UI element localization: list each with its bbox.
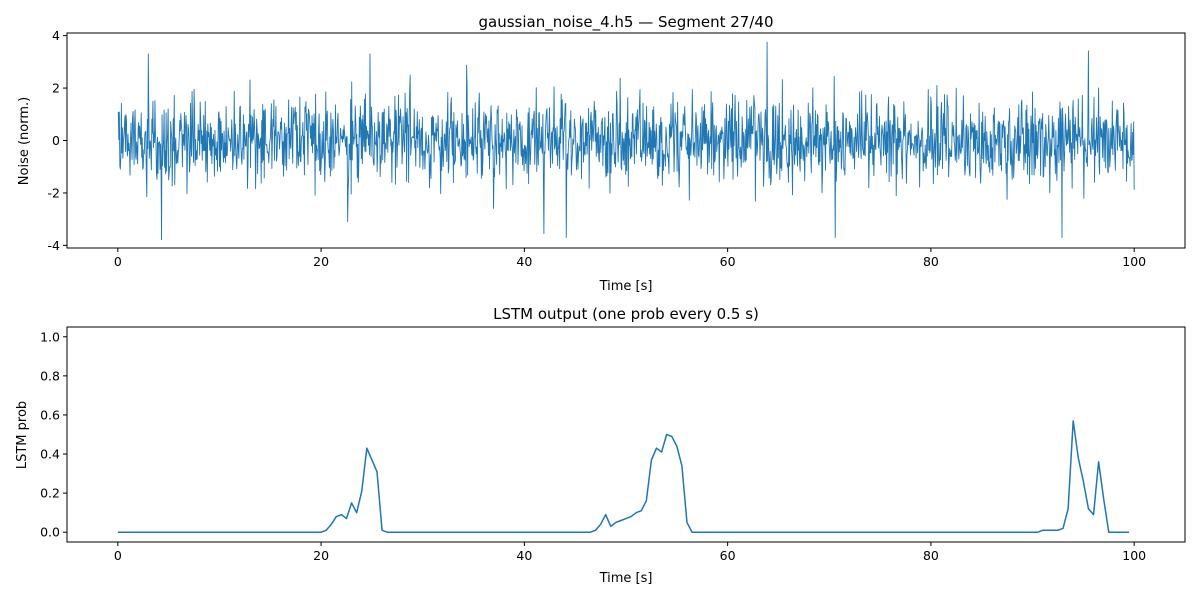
- lstm-series-line: [117, 420, 1130, 533]
- lstm-axes-frame: [66, 326, 1186, 543]
- lstm-y-tick-label: 0.4: [40, 447, 60, 462]
- lstm-x-tick-label: 0: [114, 548, 122, 563]
- noise-y-tick-label: 4: [52, 28, 60, 43]
- lstm-x-tick-label: 100: [1122, 548, 1146, 563]
- lstm-subplot: LSTM output (one prob every 0.5 s) 0 20 40…: [15, 305, 1186, 586]
- lstm-x-ticks: 0 20 40 60 80 100: [114, 542, 1146, 563]
- lstm-y-tick-label: 0.2: [40, 486, 60, 501]
- noise-y-axis-label: Noise (norm.): [17, 97, 32, 185]
- noise-plot-area: [117, 41, 1135, 241]
- noise-x-axis-label: Time [s]: [599, 279, 653, 294]
- lstm-x-tick-label: 60: [720, 548, 736, 563]
- lstm-x-tick-label: 20: [313, 548, 329, 563]
- noise-x-tick-label: 0: [114, 254, 122, 269]
- noise-chart-title: gaussian_noise_4.h5 — Segment 27/40: [478, 13, 773, 32]
- noise-x-tick-label: 80: [923, 254, 939, 269]
- lstm-y-tick-label: 0.8: [40, 368, 60, 383]
- lstm-chart-title: LSTM output (one prob every 0.5 s): [493, 305, 759, 323]
- noise-x-tick-label: 60: [720, 254, 736, 269]
- lstm-y-tick-label: 0.6: [40, 407, 60, 422]
- lstm-y-axis-label: LSTM prob: [15, 401, 30, 469]
- noise-series-line: [117, 41, 1135, 241]
- lstm-y-tick-label: 0.0: [40, 525, 60, 540]
- noise-subplot: gaussian_noise_4.h5 — Segment 27/40 0 20 4…: [17, 13, 1186, 294]
- lstm-y-tick-label: 1.0: [40, 329, 60, 344]
- noise-y-tick-label: -4: [48, 238, 61, 253]
- lstm-x-tick-label: 40: [516, 548, 532, 563]
- noise-x-tick-label: 40: [516, 254, 532, 269]
- lstm-x-tick-label: 80: [923, 548, 939, 563]
- noise-y-tick-label: 2: [52, 81, 60, 96]
- noise-y-ticks: -4 -2 0 2 4: [48, 28, 67, 253]
- noise-x-tick-label: 100: [1122, 254, 1146, 269]
- lstm-x-axis-label: Time [s]: [599, 571, 653, 586]
- noise-y-tick-label: -2: [48, 185, 60, 200]
- lstm-y-ticks: 0.0 0.2 0.4 0.6 0.8 1.0: [40, 329, 67, 540]
- noise-x-tick-label: 20: [313, 254, 329, 269]
- noise-x-ticks: 0 20 40 60 80 100: [114, 248, 1146, 269]
- noise-y-tick-label: 0: [52, 133, 60, 148]
- lstm-plot-area: [117, 420, 1130, 533]
